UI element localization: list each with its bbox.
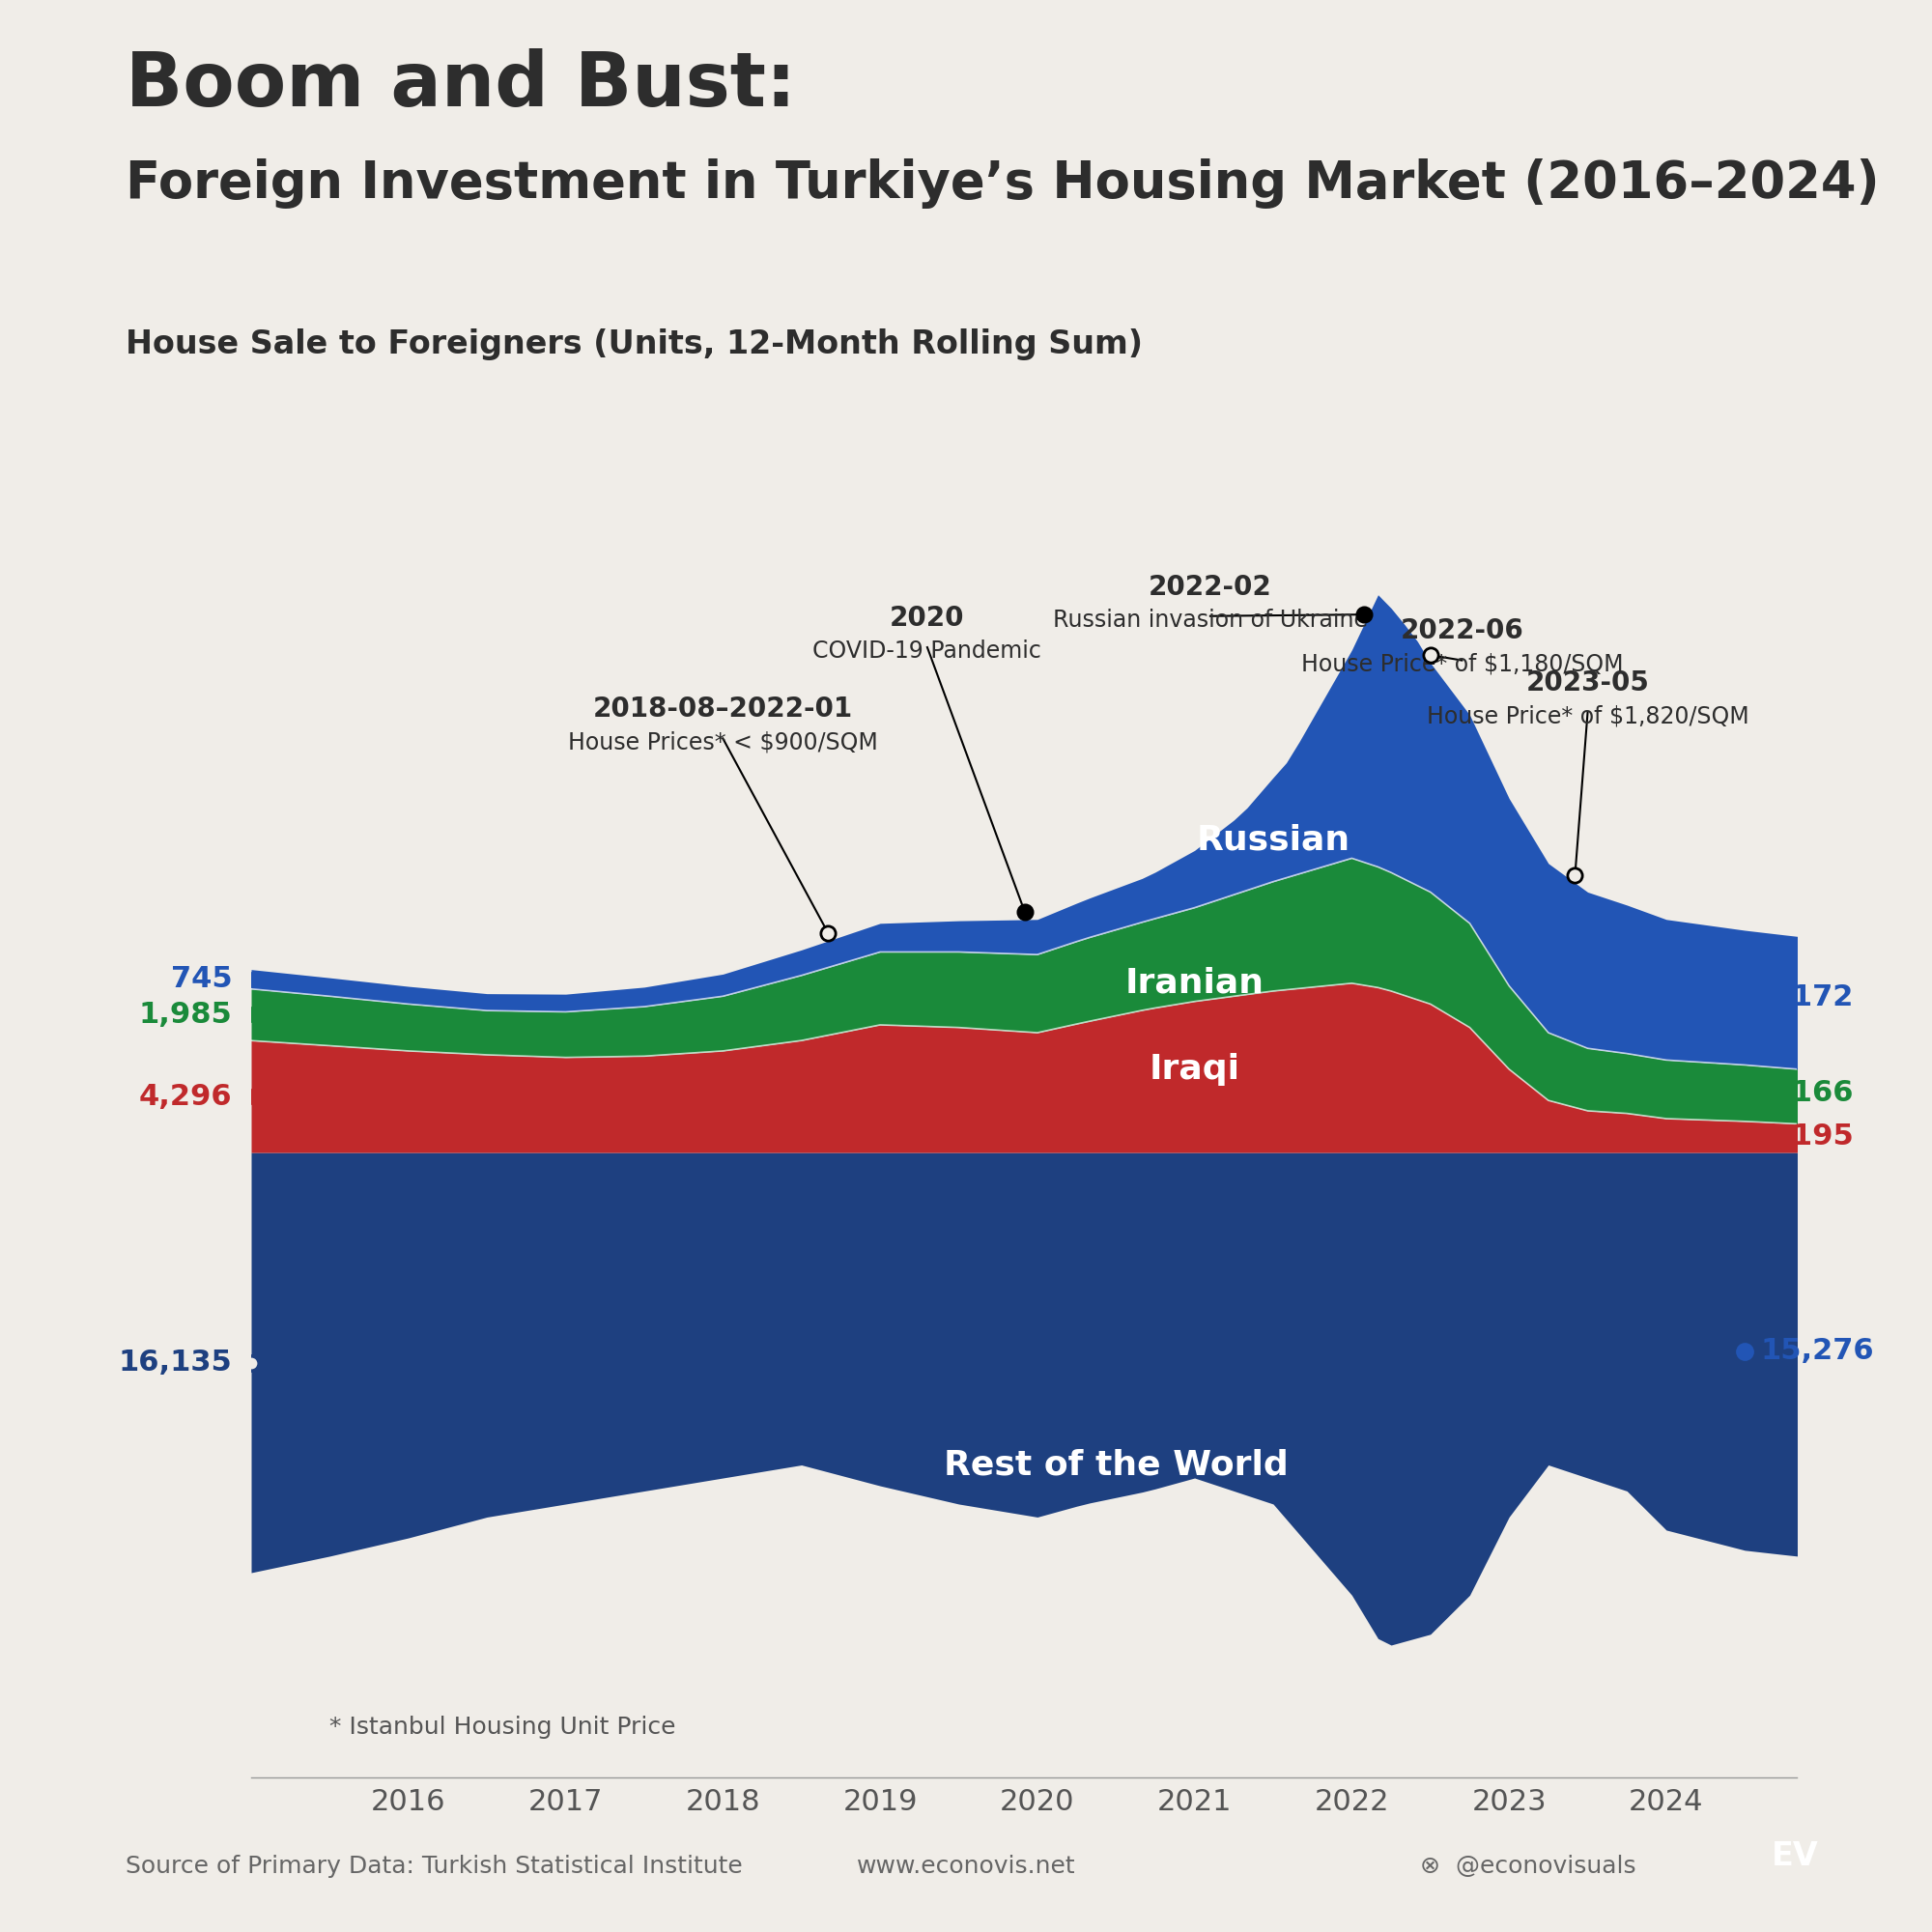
Text: 2018-08–2022-01: 2018-08–2022-01: [593, 696, 852, 723]
Text: House Prices* < $900/SQM: House Prices* < $900/SQM: [568, 730, 877, 753]
Text: 15,276: 15,276: [1760, 1337, 1874, 1366]
Text: Foreign Investment in Turkiye’s Housing Market (2016–2024): Foreign Investment in Turkiye’s Housing …: [126, 158, 1880, 209]
Text: 2020: 2020: [891, 605, 964, 632]
Text: Boom and Bust:: Boom and Bust:: [126, 48, 796, 122]
Text: Source of Primary Data: Turkish Statistical Institute: Source of Primary Data: Turkish Statisti…: [126, 1855, 742, 1878]
Text: 2022-02: 2022-02: [1150, 574, 1271, 601]
Text: Russian invasion of Ukraine: Russian invasion of Ukraine: [1053, 609, 1368, 632]
Text: 745: 745: [170, 966, 232, 993]
Text: 5,172: 5,172: [1760, 983, 1853, 1012]
Text: 1,985: 1,985: [139, 1001, 232, 1028]
Text: 1,195: 1,195: [1760, 1122, 1855, 1151]
Text: Russian: Russian: [1196, 823, 1350, 856]
Text: House Price* of $1,180/SQM: House Price* of $1,180/SQM: [1300, 653, 1623, 676]
Text: 2,166: 2,166: [1760, 1080, 1855, 1107]
Text: www.econovis.net: www.econovis.net: [856, 1855, 1076, 1878]
Text: 2023-05: 2023-05: [1526, 670, 1650, 697]
Text: Rest of the World: Rest of the World: [943, 1449, 1289, 1482]
Text: ⊗  @econovisuals: ⊗ @econovisuals: [1420, 1855, 1636, 1878]
Text: Iraqi: Iraqi: [1150, 1053, 1240, 1086]
Text: House Price* of $1,820/SQM: House Price* of $1,820/SQM: [1426, 705, 1748, 728]
Text: 2022-06: 2022-06: [1401, 618, 1524, 645]
Text: House Sale to Foreigners (Units, 12-Month Rolling Sum): House Sale to Foreigners (Units, 12-Mont…: [126, 328, 1144, 359]
Text: Iranian: Iranian: [1124, 966, 1264, 999]
Text: 4,296: 4,296: [139, 1082, 232, 1111]
Text: EV: EV: [1772, 1841, 1818, 1872]
Text: 16,135: 16,135: [118, 1349, 232, 1378]
Text: * Istanbul Housing Unit Price: * Istanbul Housing Unit Price: [330, 1716, 676, 1739]
Text: COVID-19 Pandemic: COVID-19 Pandemic: [813, 639, 1041, 663]
